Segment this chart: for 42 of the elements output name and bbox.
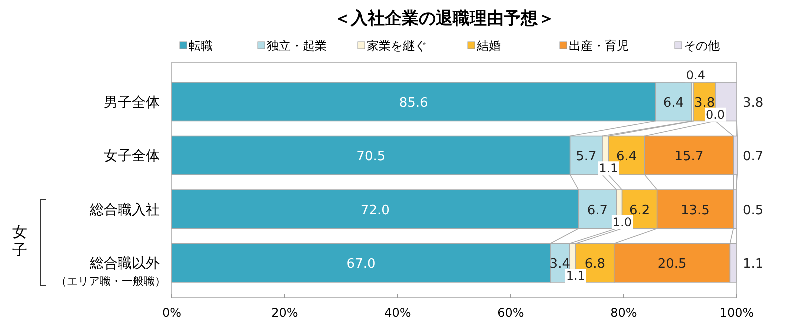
data-label: 6.4 — [616, 150, 638, 165]
legend-item: 転職 — [180, 39, 213, 53]
text: （エリア職・一般職） — [56, 275, 166, 288]
legend-item: 結婚 — [468, 39, 501, 53]
x-tick-label: 0% — [162, 306, 182, 320]
y-tick-label: 女子全体 — [104, 148, 160, 165]
data-label: 0.7 — [743, 150, 764, 165]
data-label: 5.7 — [576, 150, 597, 165]
x-tick-label: 40% — [384, 306, 412, 320]
legend-label: 結婚 — [476, 39, 501, 53]
legend-item: その他 — [674, 39, 720, 53]
data-label: 6.4 — [663, 96, 684, 111]
data-label: 3.8 — [743, 96, 764, 111]
data-label: 0.0 — [706, 108, 726, 122]
x-tick-label: 60% — [498, 306, 524, 320]
data-label: 72.0 — [360, 203, 390, 218]
text: 女子 — [12, 223, 28, 259]
chart-title: ＜入社企業の退職理由予想＞ — [334, 9, 555, 29]
data-label: 67.0 — [346, 257, 376, 272]
legend-item: 独立・起業 — [258, 39, 327, 53]
data-label: 0.5 — [743, 203, 764, 218]
data-label: 13.5 — [680, 203, 710, 218]
data-label: 6.7 — [587, 203, 608, 218]
data-label: 20.5 — [658, 257, 687, 272]
x-tick-label: 80% — [610, 306, 638, 320]
data-label: 1.1 — [743, 257, 764, 272]
data-label: 6.8 — [584, 257, 606, 272]
y-tick-label: 男子全体 — [104, 94, 160, 111]
y-tick-label: 総合職以外 — [89, 256, 160, 272]
data-label: 1.1 — [599, 162, 618, 176]
data-label: 1.0 — [612, 215, 632, 230]
legend-label: その他 — [684, 39, 720, 53]
data-label: 15.7 — [674, 150, 704, 165]
data-label: 85.6 — [399, 96, 428, 111]
data-label: 1.1 — [566, 269, 586, 284]
data-label: 70.5 — [356, 150, 386, 165]
y-tick-label: 総合職入社 — [89, 202, 160, 218]
x-tick-label: 20% — [272, 306, 298, 320]
data-label: 0.4 — [686, 68, 706, 83]
legend-item: 家業を継ぐ — [358, 39, 427, 53]
x-tick-label: 100% — [720, 306, 754, 320]
legend-item: 出産・育児 — [560, 39, 629, 53]
